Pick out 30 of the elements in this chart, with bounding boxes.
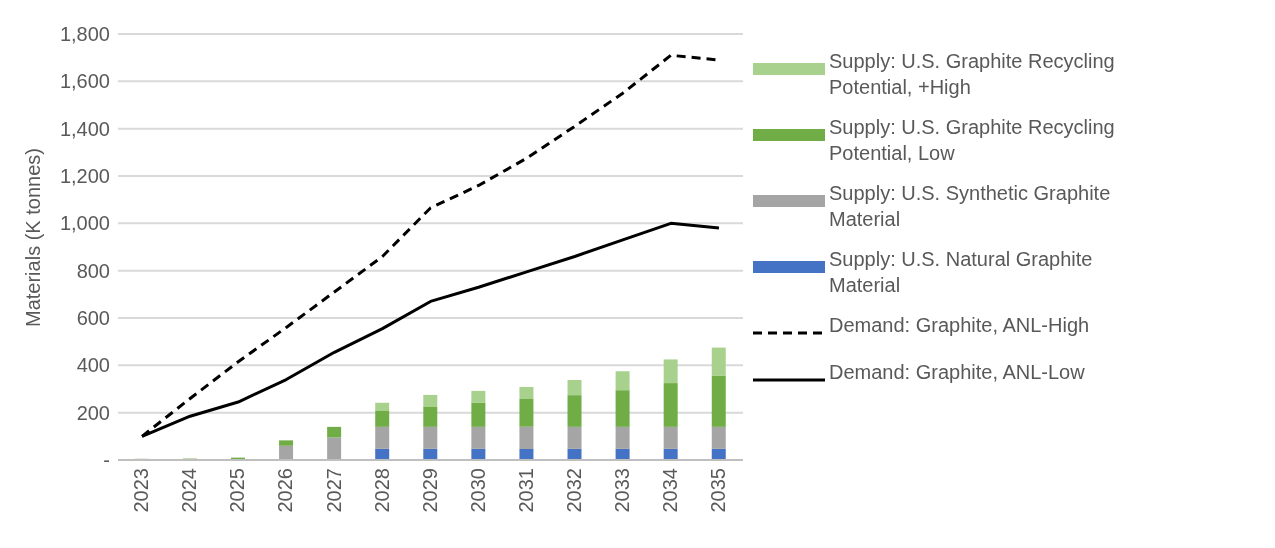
y-axis-title: Materials (K tonnes) xyxy=(22,148,45,327)
legend-label: Supply: U.S. Graphite Recycling Potential, Low xyxy=(829,115,1116,166)
y-tick-label: 1,200 xyxy=(59,165,110,188)
x-tick-label: 2027 xyxy=(322,468,345,513)
x-tick-label: 2025 xyxy=(226,468,249,513)
y-tick-label: 800 xyxy=(76,259,110,282)
x-tick-label: 2024 xyxy=(178,468,201,513)
x-tick-label: 2032 xyxy=(562,468,585,513)
x-tick-label: 2028 xyxy=(370,468,393,513)
x-tick-label: 2029 xyxy=(418,468,441,513)
legend-label: Supply: U.S. Synthetic Graphite Material xyxy=(829,181,1112,232)
x-tick-label: 2026 xyxy=(274,468,297,513)
y-tick-label: 1,800 xyxy=(59,23,110,46)
y-tick-label: 400 xyxy=(76,354,110,377)
legend-label: Demand: Graphite, ANL-Low xyxy=(829,360,1086,385)
x-tick-label: 2031 xyxy=(514,468,537,513)
y-tick-label: 1,400 xyxy=(59,117,110,140)
y-tick-label: 200 xyxy=(76,401,110,424)
x-tick-label: 2034 xyxy=(659,468,682,513)
x-tick-label: 2035 xyxy=(707,468,730,513)
legend-label: Supply: U.S. Natural Graphite Material xyxy=(829,247,1094,298)
x-tick-label: 2033 xyxy=(611,468,634,513)
legend-label: Demand: Graphite, ANL-High xyxy=(829,313,1091,338)
y-tick-label: 600 xyxy=(76,307,110,330)
y-tick-label: 1,600 xyxy=(59,70,110,93)
y-tick-label: 1,000 xyxy=(59,212,110,235)
x-tick-label: 2030 xyxy=(466,468,489,513)
y-tick-label: - xyxy=(103,449,110,472)
legend-label: Supply: U.S. Graphite Recycling Potential, +High xyxy=(829,49,1116,100)
x-tick-label: 2023 xyxy=(130,468,153,513)
